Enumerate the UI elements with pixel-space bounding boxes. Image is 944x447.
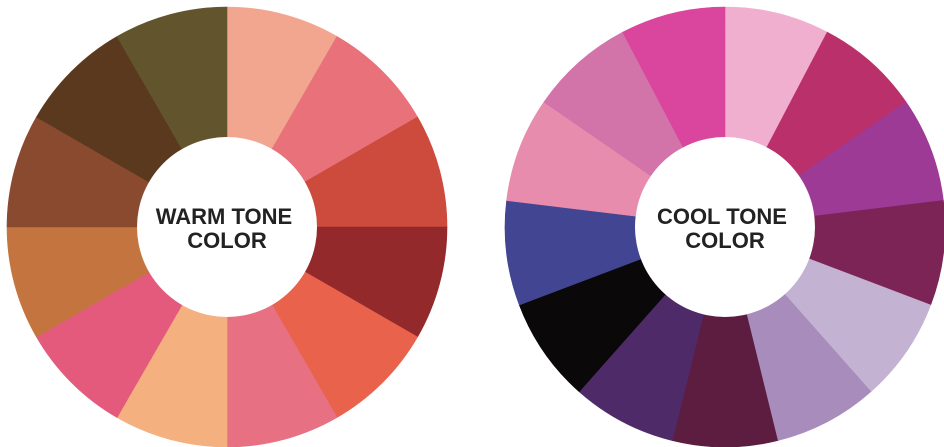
cool-tone-wheel: COOL TONE COLOR (504, 6, 944, 447)
cool-wheel-center (635, 137, 815, 317)
warm-label-line-2: COLOR (187, 228, 267, 253)
warm-tone-wheel: WARM TONE COLOR (6, 6, 448, 447)
cool-wheel-label: COOL TONE COLOR (657, 204, 793, 253)
warm-wheel-center (137, 137, 317, 317)
warm-wheel-label: WARM TONE COLOR (156, 204, 299, 253)
cool-label-line-1: COOL TONE (657, 204, 787, 229)
cool-label-line-2: COLOR (685, 228, 765, 253)
warm-label-line-1: WARM TONE (156, 204, 292, 229)
